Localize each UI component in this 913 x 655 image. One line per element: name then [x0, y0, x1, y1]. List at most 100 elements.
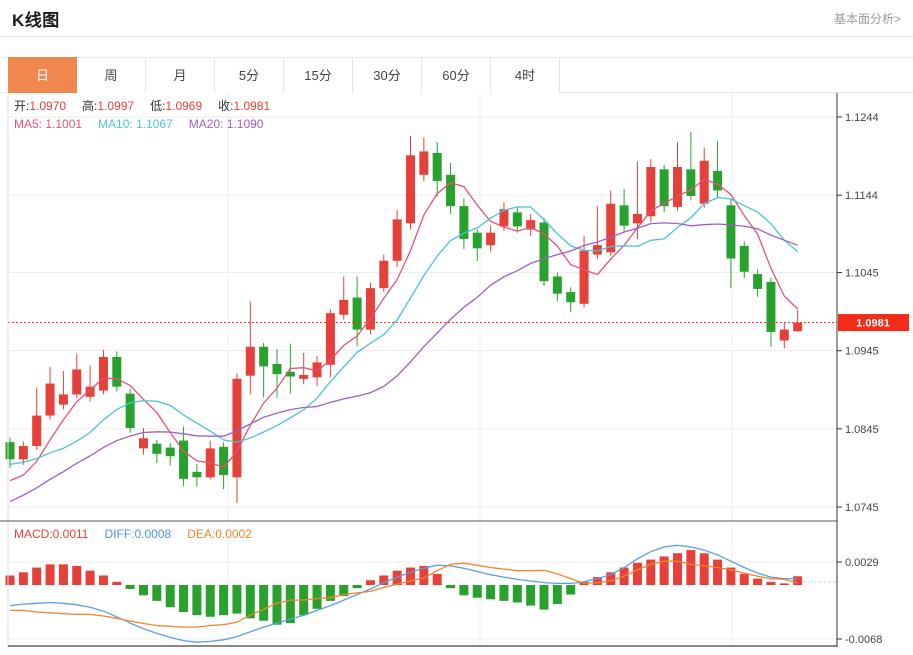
candle: [85, 365, 95, 402]
macd-bar: [406, 567, 415, 585]
macd-bar: [165, 585, 175, 608]
macd-bar: [379, 575, 389, 585]
price-axis-label: 1.1144: [845, 190, 878, 202]
macd-bar: [686, 550, 696, 585]
macd-histogram: [5, 550, 803, 625]
macd-bar: [566, 585, 576, 595]
candle: [646, 159, 656, 222]
macd-bar: [459, 585, 469, 596]
macd-bar: [539, 585, 549, 610]
macd-axis-label: 0.0029: [845, 557, 879, 569]
candle: [98, 349, 108, 395]
candle: [272, 349, 282, 398]
svg-text:1.0981: 1.0981: [856, 318, 890, 330]
macd-bar: [446, 585, 456, 589]
candle: [392, 210, 402, 268]
macd-bar: [219, 585, 229, 616]
candle: [192, 464, 202, 487]
macd-bar: [739, 573, 749, 585]
diff-line: [9, 544, 798, 643]
fundamental-analysis-link[interactable]: 基本面分析>: [833, 11, 901, 26]
macd-bar: [472, 585, 482, 598]
macd-bar: [339, 585, 349, 597]
price-axis-label: 1.1045: [845, 268, 879, 280]
candle: [112, 351, 122, 392]
candle: [619, 188, 629, 232]
macd-bar: [499, 585, 509, 601]
macd-bar: [646, 559, 656, 585]
macd-bar: [352, 585, 362, 589]
macd-bar: [632, 562, 642, 585]
kline-chart-svg: 1.0981 1.1244 1.1144 1.1045 1.0945 1.0845 1.07…: [0, 93, 909, 647]
macd-bar: [58, 564, 68, 585]
candle: [726, 198, 736, 289]
macd-bar: [85, 570, 95, 585]
candle: [659, 164, 669, 213]
candle: [499, 202, 509, 232]
price-axis-label: 1.1244: [845, 112, 879, 124]
macd-bar: [432, 573, 442, 585]
macd-bar: [325, 585, 335, 601]
candle: [32, 387, 42, 450]
macd-bar: [18, 572, 28, 585]
tab-item-6[interactable]: 60分: [422, 58, 491, 93]
macd-bar: [285, 585, 295, 624]
candle: [419, 137, 429, 182]
candle: [552, 272, 562, 302]
candle: [18, 441, 28, 465]
macd-bar: [312, 585, 322, 609]
candle: [713, 141, 723, 199]
candle: [219, 442, 229, 490]
macd-bar: [392, 570, 402, 585]
macd-bar: [753, 578, 763, 585]
tab-item-3[interactable]: 5分: [215, 58, 284, 93]
candle: [365, 282, 375, 335]
macd-bar: [32, 567, 42, 585]
candle: [72, 353, 82, 399]
candle: [352, 276, 362, 346]
tab-item-0[interactable]: 日: [8, 57, 77, 93]
page-header: K线图 基本面分析>: [0, 0, 913, 37]
candle: [686, 131, 696, 200]
grid-layer: [8, 93, 837, 646]
candle: [5, 437, 15, 468]
candle: [526, 213, 536, 236]
candle: [152, 439, 162, 464]
tab-item-7[interactable]: 4时: [491, 58, 560, 93]
ma5-line: [9, 178, 799, 482]
tab-item-1[interactable]: 周: [77, 58, 146, 93]
candle: [259, 342, 269, 398]
macd-bar: [365, 580, 375, 585]
candle: [179, 426, 189, 486]
macd-bar: [245, 585, 255, 619]
macd-bar: [139, 585, 148, 596]
macd-bar: [192, 585, 202, 616]
macd-bar: [179, 585, 189, 612]
tab-item-2[interactable]: 月: [146, 58, 215, 93]
candle: [779, 321, 789, 349]
timeframe-tabbar: 日周月 5分 15分 30分 60分 4时: [0, 57, 913, 93]
candle: [459, 198, 469, 250]
tab-item-5[interactable]: 30分: [353, 58, 422, 93]
ma10-line: [9, 196, 799, 466]
dea-line: [10, 560, 798, 628]
macd-bar: [779, 583, 789, 585]
macd-bar: [112, 581, 122, 585]
macd-bar: [606, 572, 616, 585]
candle: [673, 142, 682, 211]
macd-bar: [98, 575, 108, 585]
tab-item-4[interactable]: 15分: [284, 58, 353, 93]
candle: [566, 287, 576, 312]
candle: [325, 309, 335, 378]
candle: [739, 241, 749, 279]
macd-bar: [486, 585, 496, 600]
macd-bar: [5, 575, 15, 585]
candle: [245, 301, 255, 395]
chart-area: 开:1.0970 高:1.0997 低:1.0969 收:1.0981 MA5: 1.…: [0, 93, 913, 647]
macd-bar: [552, 585, 562, 605]
macd-bar: [272, 585, 282, 625]
macd-bar: [512, 585, 522, 603]
macd-bar: [205, 585, 215, 617]
candle: [793, 310, 803, 332]
candle: [753, 269, 763, 297]
